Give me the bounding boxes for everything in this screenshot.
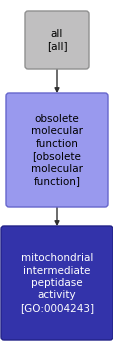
- Text: obsolete
molecular
function
[obsolete
molecular
function]: obsolete molecular function [obsolete mo…: [31, 114, 82, 186]
- FancyBboxPatch shape: [1, 226, 112, 340]
- Text: mitochondrial
intermediate
peptidase
activity
[GO:0004243]: mitochondrial intermediate peptidase act…: [20, 253, 93, 313]
- FancyBboxPatch shape: [6, 93, 107, 207]
- FancyBboxPatch shape: [25, 11, 88, 69]
- Text: all
[all]: all [all]: [46, 29, 67, 51]
